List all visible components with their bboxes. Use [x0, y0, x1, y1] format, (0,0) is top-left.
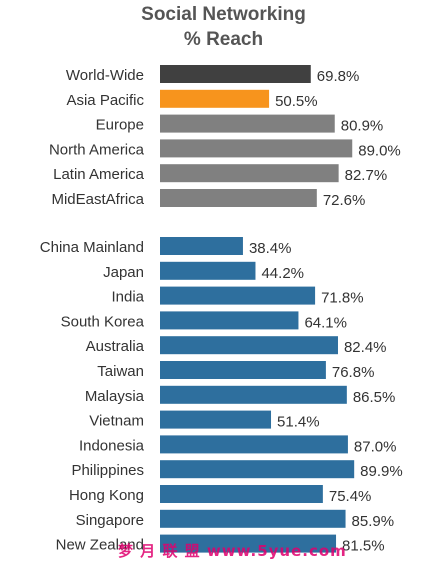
category-label-north-america: North America	[49, 141, 145, 158]
bar-world-wide	[160, 65, 311, 83]
bar-north-america	[160, 139, 353, 158]
category-label-taiwan: Taiwan	[97, 363, 144, 380]
value-label-japan: 44.2%	[261, 265, 304, 282]
bar-singapore	[160, 509, 346, 528]
bar-asia-pacific	[160, 89, 270, 108]
bar-australia	[160, 336, 338, 355]
value-label-europe: 80.9%	[341, 118, 384, 135]
bar-new-zealand	[160, 534, 337, 553]
value-label-hong-kong: 75.4%	[329, 488, 372, 505]
value-label-india: 71.8%	[321, 290, 364, 307]
bar-japan	[160, 261, 256, 280]
value-label-vietnam: 51.4%	[277, 414, 320, 431]
bar-europe	[160, 114, 335, 133]
category-label-new-zealand: New Zealand	[56, 537, 144, 554]
category-label-europe: Europe	[96, 117, 144, 134]
value-label-asia-pacific: 50.5%	[275, 93, 318, 110]
value-label-indonesia: 87.0%	[354, 438, 397, 455]
bar-mideastafrica	[160, 189, 317, 207]
bar-hong-kong	[160, 485, 323, 503]
category-label-south-korea: South Korea	[61, 313, 145, 330]
value-label-china-mainland: 38.4%	[249, 240, 292, 257]
category-label-malaysia: Malaysia	[85, 388, 145, 405]
chart-title-line1: Social Networking	[141, 4, 306, 25]
bar-malaysia	[160, 385, 347, 404]
value-label-philippines: 89.9%	[360, 463, 403, 480]
value-label-mideastafrica: 72.6%	[323, 192, 366, 209]
category-label-world-wide: World-Wide	[66, 67, 144, 84]
bar-indonesia	[160, 435, 348, 454]
value-label-north-america: 89.0%	[358, 142, 401, 159]
value-label-malaysia: 86.5%	[353, 389, 396, 406]
watermark-text: 梦 月 联 盟 www.5yue.com	[118, 542, 347, 560]
category-label-hong-kong: Hong Kong	[69, 487, 144, 504]
bar-taiwan	[160, 361, 326, 379]
value-label-world-wide: 69.8%	[317, 68, 360, 85]
value-label-singapore: 85.9%	[352, 513, 395, 530]
value-label-latin-america: 82.7%	[345, 167, 388, 184]
category-label-mideastafrica: MidEastAfrica	[51, 191, 144, 208]
bar-philippines	[160, 460, 355, 479]
category-label-indonesia: Indonesia	[79, 437, 145, 454]
category-label-philippines: Philippines	[71, 462, 144, 479]
category-label-singapore: Singapore	[76, 512, 144, 529]
value-label-south-korea: 64.1%	[304, 314, 347, 331]
bar-india	[160, 286, 316, 305]
value-label-taiwan: 76.8%	[332, 364, 375, 381]
value-label-australia: 82.4%	[344, 339, 387, 356]
category-label-asia-pacific: Asia Pacific	[66, 92, 144, 109]
chart-title-line2: % Reach	[183, 29, 264, 50]
category-label-china-mainland: China Mainland	[40, 239, 144, 256]
bar-latin-america	[160, 164, 339, 183]
category-label-vietnam: Vietnam	[89, 413, 144, 430]
category-label-india: India	[111, 289, 144, 306]
category-label-australia: Australia	[86, 338, 145, 355]
category-label-japan: Japan	[103, 264, 144, 281]
bar-china-mainland	[160, 237, 243, 255]
value-label-new-zealand: 81.5%	[342, 538, 385, 555]
category-label-latin-america: Latin America	[53, 166, 145, 183]
bar-vietnam	[160, 410, 272, 429]
bar-south-korea	[160, 311, 299, 330]
